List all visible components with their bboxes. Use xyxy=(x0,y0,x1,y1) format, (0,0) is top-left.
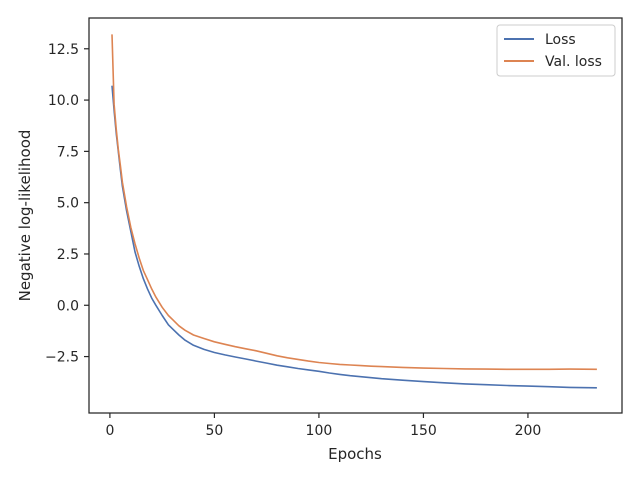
series-line-loss xyxy=(111,85,597,389)
x-tick-label: 50 xyxy=(205,423,223,439)
y-tick-label: 12.5 xyxy=(48,42,79,58)
y-axis-ticks: −2.5 0.0 2.5 5.0 7.5 10.0 12.5 xyxy=(45,42,89,366)
x-axis-label: Epochs xyxy=(328,445,382,463)
legend-label-loss: Loss xyxy=(545,32,576,48)
x-axis-ticks: 0 50 100 150 200 xyxy=(105,413,541,439)
series-lines xyxy=(111,34,597,389)
legend-box xyxy=(496,24,616,77)
legend-label-val-loss: Val. loss xyxy=(545,54,602,70)
x-tick-label: 100 xyxy=(306,423,333,439)
y-axis-label: Negative log-likelihood xyxy=(16,130,34,302)
y-tick-label: 2.5 xyxy=(57,247,79,263)
series-line-val-loss xyxy=(111,34,597,371)
y-tick-label: 7.5 xyxy=(57,144,79,160)
y-tick-label: −2.5 xyxy=(45,350,79,366)
y-tick-label: 5.0 xyxy=(57,196,79,212)
x-tick-label: 0 xyxy=(105,423,114,439)
y-tick-label: 0.0 xyxy=(57,298,79,314)
legend: Loss Val. loss xyxy=(496,24,616,77)
plot-frame xyxy=(88,17,623,414)
x-tick-label: 150 xyxy=(410,423,437,439)
y-tick-label: 10.0 xyxy=(48,93,79,109)
x-tick-label: 200 xyxy=(515,423,542,439)
